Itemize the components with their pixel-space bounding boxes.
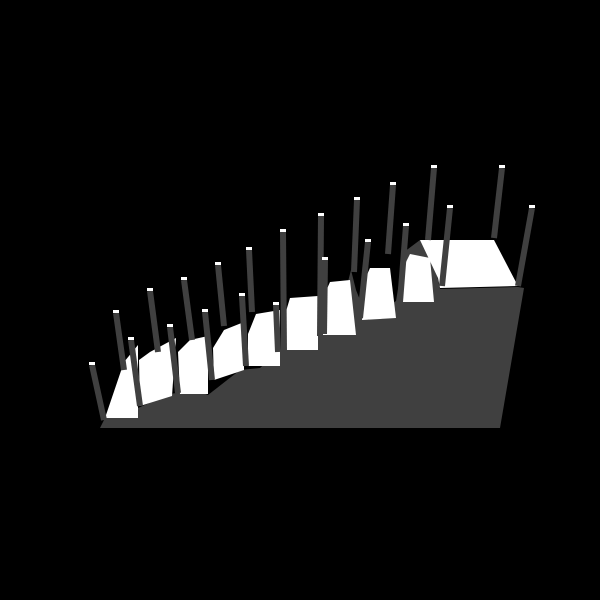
tread-1 — [105, 345, 138, 418]
post-5 — [167, 326, 181, 394]
post-group — [89, 165, 535, 421]
post-cap-5 — [167, 324, 173, 327]
post-cap-13 — [322, 257, 328, 260]
tread-9 — [402, 254, 434, 302]
post-2 — [113, 312, 127, 371]
post-22 — [273, 304, 281, 353]
post-cap-1 — [89, 362, 95, 365]
post-16 — [385, 184, 396, 255]
post-cap-21 — [529, 205, 535, 208]
post-cap-4 — [147, 288, 153, 291]
post-cap-6 — [181, 277, 187, 280]
post-cap-17 — [403, 223, 409, 226]
post-8 — [215, 264, 227, 327]
post-3 — [128, 339, 143, 407]
post-12 — [317, 215, 324, 337]
tread-7 — [322, 280, 356, 335]
post-11 — [280, 231, 287, 353]
post-4 — [147, 290, 161, 353]
post-19 — [439, 207, 453, 287]
post-17 — [397, 225, 409, 303]
tread-8 — [362, 268, 396, 320]
tread-2 — [139, 338, 176, 406]
post-cap-3 — [128, 337, 134, 340]
post-6 — [181, 279, 195, 341]
post-21 — [515, 207, 535, 287]
tread-5 — [248, 310, 280, 366]
tread-4 — [213, 322, 244, 380]
post-cap-10 — [246, 247, 252, 250]
post-cap-16 — [390, 182, 396, 185]
post-cap-20 — [499, 165, 505, 168]
post-cap-14 — [354, 197, 360, 200]
post-cap-19 — [447, 205, 453, 208]
post-15 — [357, 241, 371, 319]
post-cap-12 — [318, 213, 324, 216]
post-cap-8 — [215, 262, 221, 265]
post-cap-11 — [280, 229, 286, 232]
post-cap-9 — [239, 293, 245, 296]
post-20 — [491, 167, 505, 239]
post-13 — [321, 259, 328, 335]
post-cap-18 — [431, 165, 437, 168]
post-cap-15 — [365, 239, 371, 242]
tread-3 — [178, 336, 208, 394]
post-14 — [351, 199, 360, 273]
post-18 — [425, 167, 437, 241]
post-10 — [246, 249, 255, 313]
tread-6 — [284, 296, 318, 350]
post-7 — [202, 311, 215, 381]
post-cap-7 — [202, 309, 208, 312]
post-cap-22 — [273, 302, 279, 305]
post-cap-2 — [113, 310, 119, 313]
post-1 — [89, 364, 107, 421]
post-9 — [239, 295, 249, 367]
